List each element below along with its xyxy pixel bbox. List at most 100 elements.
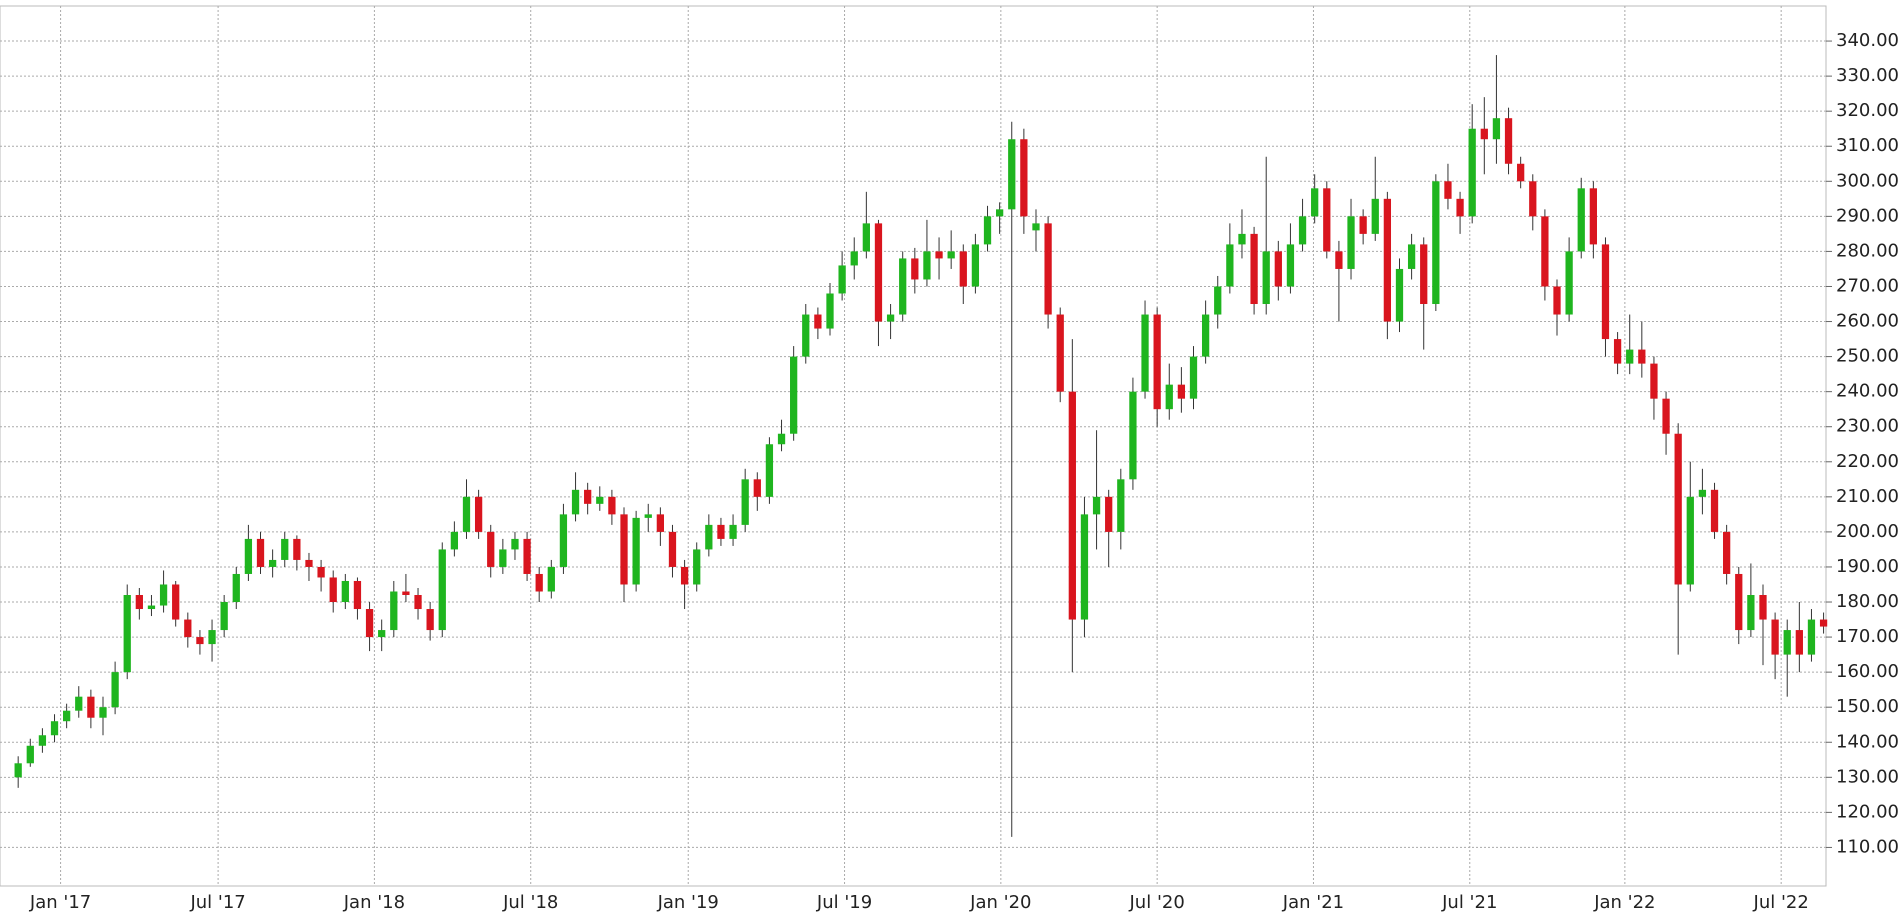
candle-body <box>1456 198 1464 217</box>
candle-body <box>1468 128 1476 217</box>
candle-body <box>1141 314 1149 392</box>
candle-body <box>1517 163 1525 182</box>
candle-body <box>293 538 301 560</box>
candle-body <box>390 591 398 631</box>
y-tick-label: 200.00 <box>1836 521 1899 542</box>
candle-body <box>1044 223 1052 315</box>
candle-body <box>1020 139 1028 217</box>
candle-body <box>1674 433 1682 585</box>
candle-body <box>1577 188 1585 252</box>
candle-body <box>765 444 774 497</box>
candle-body <box>208 630 216 645</box>
candle-body <box>753 479 761 497</box>
x-tick-label: Jul '18 <box>502 892 558 913</box>
candle-body <box>1008 139 1016 210</box>
candle-body <box>668 531 677 567</box>
candle-body <box>159 584 168 606</box>
candle-body <box>63 710 71 722</box>
candle-body <box>1335 251 1343 269</box>
y-tick-label: 130.00 <box>1836 766 1899 787</box>
y-tick-label: 240.00 <box>1836 381 1899 402</box>
candle-body <box>1710 489 1719 532</box>
y-tick-label: 120.00 <box>1836 801 1899 822</box>
y-tick-label: 340.00 <box>1836 30 1899 51</box>
candle-body <box>1165 384 1173 410</box>
candle-body <box>911 258 919 280</box>
candle-body <box>1698 489 1707 497</box>
tick-labels: 110.00 120.00 130.00 140.00 150.00 160.00 170.… <box>29 30 1899 913</box>
candle-body <box>1311 188 1319 217</box>
candle-body <box>838 265 846 294</box>
y-tick-label: 320.00 <box>1836 100 1899 121</box>
candle-body <box>1177 384 1186 399</box>
y-tick-label: 140.00 <box>1836 731 1899 752</box>
candle-body <box>1286 244 1295 287</box>
candle-body <box>450 531 459 550</box>
candle-body <box>1650 363 1658 399</box>
candle-body <box>1529 181 1537 217</box>
candle-body <box>1274 251 1282 287</box>
candle-body <box>268 559 277 567</box>
candle-body <box>281 538 289 560</box>
candle-body <box>705 524 713 550</box>
candle-body <box>826 293 834 329</box>
candle-body <box>14 763 22 778</box>
candle-body <box>1723 531 1731 574</box>
x-tick-label: Jan '18 <box>343 892 405 913</box>
x-tick-label: Jan '21 <box>1282 892 1344 913</box>
y-tick-label: 170.00 <box>1836 626 1899 647</box>
y-tick-label: 190.00 <box>1836 556 1899 577</box>
candle-body <box>499 549 507 567</box>
candle-body <box>305 559 313 567</box>
candle-body <box>923 251 931 280</box>
y-tick-label: 150.00 <box>1836 696 1899 717</box>
candle-body <box>414 595 422 610</box>
candle-body <box>1323 188 1331 252</box>
candle-body <box>1662 398 1670 434</box>
candle-body <box>717 524 725 539</box>
candle-body <box>899 258 907 315</box>
candle-body <box>438 549 446 631</box>
candle-body <box>777 433 786 445</box>
candle-body <box>608 496 616 515</box>
y-tick-label: 210.00 <box>1836 486 1899 507</box>
y-tick-label: 180.00 <box>1836 591 1899 612</box>
candle-body <box>1613 339 1622 364</box>
candle-body <box>1032 223 1040 231</box>
candle-body <box>111 672 119 708</box>
x-tick-label: Jul '20 <box>1129 892 1185 913</box>
candle-body <box>1153 314 1161 410</box>
plot-area <box>0 5 1827 887</box>
candle-body <box>123 595 131 673</box>
y-tick-label: 220.00 <box>1836 451 1899 472</box>
x-tick-label: Jul '21 <box>1441 892 1497 913</box>
y-tick-label: 300.00 <box>1836 170 1899 191</box>
candle-body <box>341 580 349 603</box>
candle-body <box>850 251 858 266</box>
candle-body <box>184 619 192 638</box>
candle-body <box>862 223 870 252</box>
candle-body <box>1238 233 1246 245</box>
candle-body <box>50 721 59 736</box>
candle-body <box>874 223 883 322</box>
candle-body <box>996 209 1004 217</box>
candle-body <box>1783 630 1791 655</box>
candle-body <box>535 573 543 592</box>
candle-body <box>1056 314 1064 392</box>
candle-body <box>1759 595 1767 620</box>
y-tick-label: 290.00 <box>1836 205 1899 226</box>
candle-body <box>1432 181 1440 305</box>
candle-body <box>1201 314 1210 357</box>
y-tick-label: 270.00 <box>1836 275 1899 296</box>
x-tick-label: Jul '17 <box>189 892 245 913</box>
candle-body <box>656 514 664 532</box>
y-tick-label: 110.00 <box>1836 836 1899 857</box>
candle-body <box>1129 391 1137 480</box>
candle-body <box>1092 496 1101 515</box>
candle-body <box>729 524 737 539</box>
y-tick-label: 280.00 <box>1836 240 1899 261</box>
candle-body <box>511 538 519 550</box>
candle-body <box>790 356 798 434</box>
x-tick-label: Jan '22 <box>1593 892 1655 913</box>
candle-body <box>571 489 580 515</box>
